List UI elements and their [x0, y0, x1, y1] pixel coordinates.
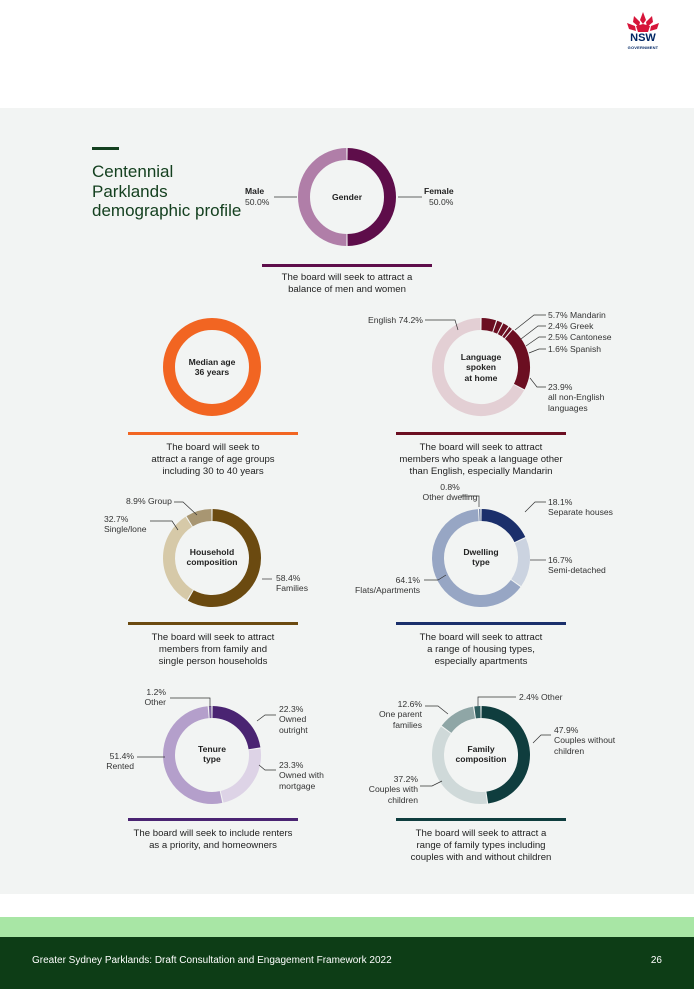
language-caption: The board will seek to attract members wh…: [399, 442, 563, 477]
age-rule: [128, 432, 298, 435]
dwelling-semi: 16.7% Semi-detached: [548, 555, 606, 576]
dwelling-flats: 64.1% Flats/Apartments: [355, 575, 420, 596]
family-slice-2: [441, 706, 476, 734]
tenure-owned: 22.3% Owned outright: [279, 704, 308, 735]
tenure-caption: The board will seek to include renters as…: [133, 828, 293, 851]
household-families: 58.4% Families: [276, 573, 308, 594]
dwelling-center-label: Dwelling type: [463, 547, 499, 568]
family-slice-0: [481, 706, 530, 804]
tenure-slice-0: [212, 706, 261, 750]
household-group: 8.9% Group: [126, 496, 172, 506]
leader-lines: [137, 196, 551, 787]
footer: Greater Sydney Parklands: Draft Consulta…: [0, 937, 694, 989]
dwelling-rule: [396, 622, 566, 625]
logo-text: NSW: [630, 32, 656, 44]
logo-subtext: GOVERNMENT: [627, 45, 659, 50]
gender-female-value: 50.0%: [429, 197, 454, 207]
family-one-parent: 12.6% One parent families: [379, 699, 422, 730]
family-other: 2.4% Other: [519, 692, 563, 702]
household-slice-2: [186, 509, 212, 527]
tenure-mortgage: 23.3% Owned with mortgage: [279, 760, 324, 791]
family-with-children: 37.2% Couples with children: [368, 774, 418, 805]
tenure-other: 1.2% Other: [144, 687, 167, 708]
dwelling-slice-1: [511, 538, 530, 587]
tenure-slice-1: [220, 748, 261, 803]
family-caption: The board will seek to attract a range of…: [410, 828, 552, 863]
dwelling-slice-2: [432, 509, 521, 607]
dwelling-separate: 18.1% Separate houses: [548, 497, 613, 518]
family-slice-1: [432, 726, 487, 804]
family-without-children: 47.9% Couples without children: [554, 725, 616, 756]
page-number: 26: [650, 955, 662, 966]
language-slice-4: [504, 329, 530, 390]
gender-rule: [262, 264, 432, 267]
gender-male-label: Male: [245, 186, 265, 196]
language-slice-0: [481, 318, 497, 332]
age-slice-0: [163, 318, 261, 416]
page-heading: Centennial Parklands demographic profile: [92, 162, 242, 220]
tenure-rule: [128, 818, 298, 821]
age-center-label: Median age 36 years: [188, 357, 236, 378]
family-rule: [396, 818, 566, 821]
family-center-label: Family composition: [455, 744, 507, 765]
footer-title: Greater Sydney Parklands: Draft Consulta…: [32, 955, 392, 966]
language-other: 23.9% all non-English languages: [548, 382, 605, 413]
gender-male-value: 50.0%: [245, 197, 270, 207]
gender-center-label: Gender: [331, 192, 363, 202]
tenure-rented: 51.4% Rented: [106, 751, 134, 772]
dwelling-slice-0: [481, 509, 526, 543]
heading-accent-bar: [92, 147, 119, 150]
household-single: 32.7% Single/lone: [104, 514, 147, 535]
tenure-slice-2: [163, 706, 223, 804]
gender-slice-0: [347, 148, 396, 246]
dwelling-caption: The board will seek to attract a range of…: [419, 632, 543, 667]
language-rule: [396, 432, 566, 435]
dwelling-other: 0.8% Other dwelling: [422, 482, 478, 503]
language-slice-3: [502, 327, 512, 339]
language-greek: 2.4% Greek: [548, 321, 594, 331]
household-center-label: Household composition: [186, 547, 238, 568]
language-slice-2: [497, 323, 509, 337]
household-slice-1: [163, 516, 194, 601]
age-caption: The board will seek to attract a range of…: [151, 442, 275, 477]
footer-accent-band: [0, 917, 694, 937]
household-rule: [128, 622, 298, 625]
language-spanish: 1.6% Spanish: [548, 344, 602, 354]
gender-female-label: Female: [424, 186, 454, 196]
gender-caption: The board will seek to attract a balance …: [281, 272, 413, 295]
language-slice-1: [493, 320, 503, 334]
household-caption: The board will seek to attract members fr…: [151, 632, 275, 667]
language-center-label: Language spoken at home: [460, 352, 502, 383]
gender-slice-1: [298, 148, 347, 246]
household-slice-0: [187, 509, 261, 607]
language-mandarin: 5.7% Mandarin: [548, 310, 606, 320]
language-cantonese: 2.5% Cantonese: [548, 332, 612, 342]
language-english: English 74.2%: [368, 315, 423, 325]
language-slice-5: [432, 318, 525, 416]
content-panel: [0, 108, 694, 894]
tenure-center-label: Tenure type: [197, 744, 226, 765]
nsw-waratah-logo-icon: [627, 12, 659, 32]
